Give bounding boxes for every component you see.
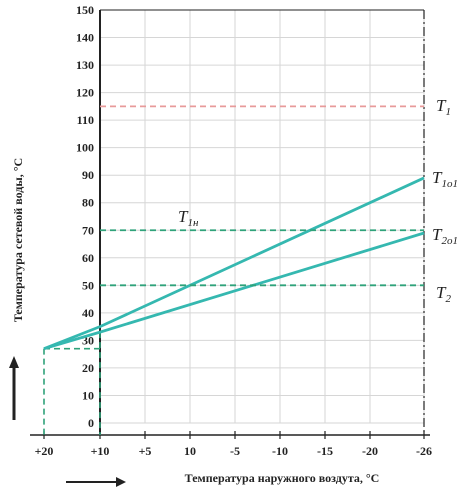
x-tick-label: +20 (35, 444, 54, 458)
y-tick-label: 0 (88, 416, 94, 430)
grid (99, 9, 425, 424)
x-tick-labels: +20 +10 +5 10 -5 -10 -15 -20 -26 (35, 444, 432, 458)
y-axis-title: Температура сетевой воды, °C (11, 158, 25, 322)
y-tick-label: 20 (82, 361, 94, 375)
y-tick-label: 40 (82, 306, 94, 320)
series-group (43, 105, 425, 435)
y-tick-label: 140 (76, 31, 94, 45)
x-tick-label: -26 (416, 444, 432, 458)
curve-label-T1o1: T1o1 (432, 168, 458, 190)
y-tick-label: 50 (82, 278, 94, 292)
y-tick-label: 130 (76, 58, 94, 72)
x-tick-label: 10 (184, 444, 196, 458)
y-tick-label: 120 (76, 86, 94, 100)
curve-label-T2: T2 (436, 283, 451, 305)
y-tick-label: 80 (82, 196, 94, 210)
curve-label-T2o1: T2o1 (432, 225, 458, 247)
y-tick-label: 150 (76, 3, 94, 17)
x-tick-label: -20 (362, 444, 378, 458)
x-tick-label: -15 (317, 444, 333, 458)
series-line-T2o1 (43, 231, 425, 351)
y-tick-label: 110 (77, 113, 94, 127)
curve-labels: T1o1 T2o1 T1 T1н T2 (178, 96, 458, 305)
y-tick-label: 70 (82, 223, 94, 237)
y-tick-label: 90 (82, 168, 94, 182)
y-axis-arrow (9, 356, 19, 420)
curve-label-T1н: T1н (178, 207, 199, 229)
x-axis-arrow (66, 477, 126, 487)
y-tick-label: 10 (82, 388, 94, 402)
x-tick-label: -10 (272, 444, 288, 458)
x-tick-label: +10 (91, 444, 110, 458)
y-tick-label: 60 (82, 251, 94, 265)
x-axis-title: Температура наружного воздута, °C (185, 471, 380, 485)
y-tick-label: 100 (76, 141, 94, 155)
series-line-T1o1 (43, 176, 425, 350)
x-tick-label: -5 (230, 444, 240, 458)
x-tick-label: +5 (139, 444, 152, 458)
curve-label-T1: T1 (436, 96, 451, 118)
